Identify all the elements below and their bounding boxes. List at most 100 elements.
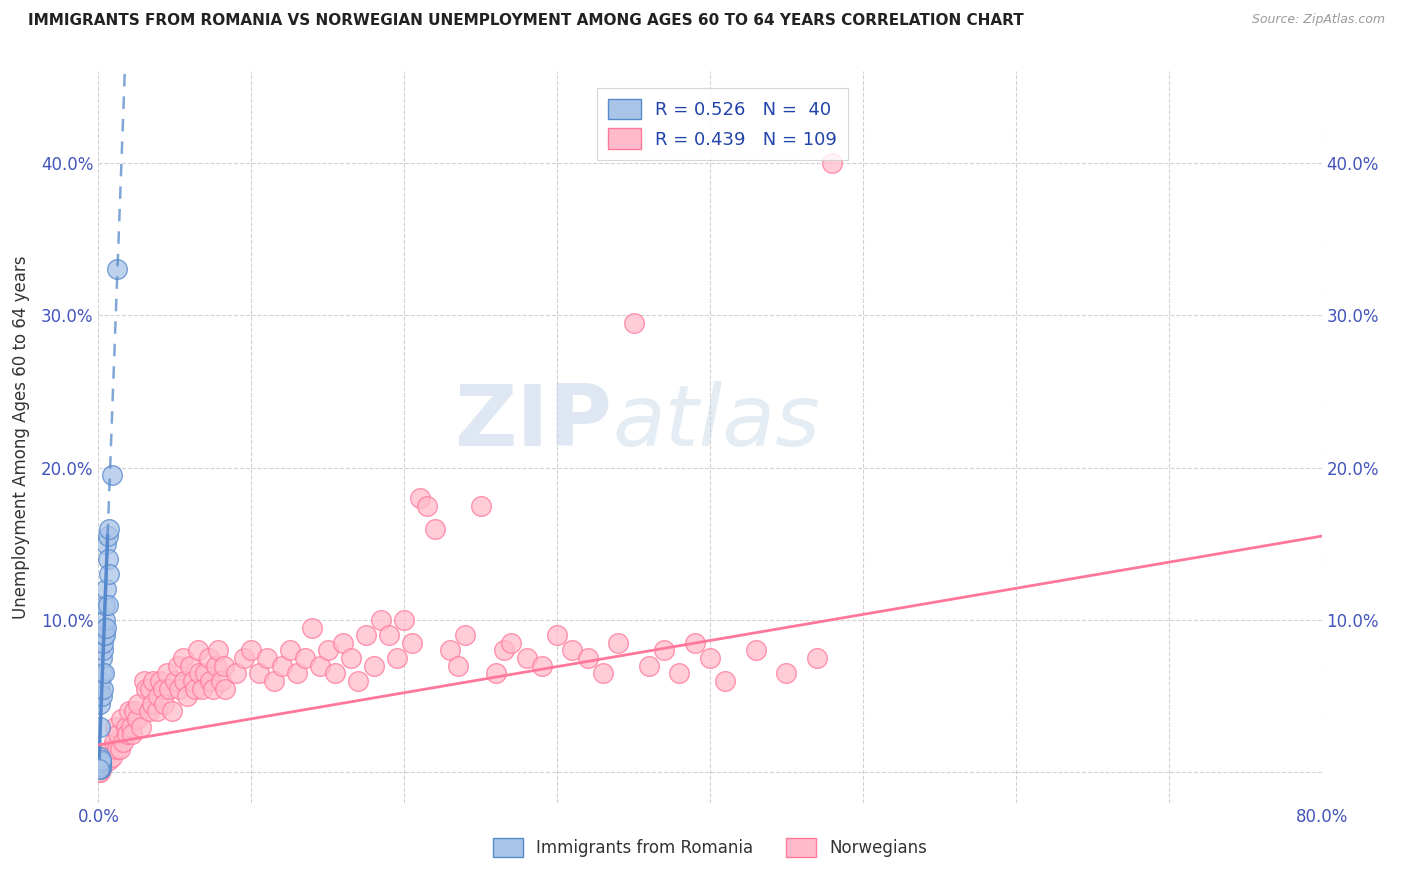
Point xyxy=(294,651,316,665)
Point xyxy=(97,598,120,612)
Point xyxy=(385,651,408,665)
Legend: Immigrants from Romania, Norwegians: Immigrants from Romania, Norwegians xyxy=(486,831,934,864)
Point xyxy=(363,658,385,673)
Text: ZIP: ZIP xyxy=(454,381,612,464)
Point xyxy=(135,681,157,696)
Point xyxy=(115,720,138,734)
Point xyxy=(592,666,614,681)
Point xyxy=(142,673,165,688)
Point xyxy=(181,673,204,688)
Point xyxy=(214,681,236,696)
Point xyxy=(89,765,111,780)
Point xyxy=(129,720,152,734)
Point xyxy=(188,666,211,681)
Point xyxy=(104,720,127,734)
Point xyxy=(145,705,167,719)
Point xyxy=(173,673,195,688)
Point xyxy=(163,673,186,688)
Point xyxy=(454,628,477,642)
Point xyxy=(91,643,114,657)
Point xyxy=(209,673,232,688)
Point xyxy=(212,658,235,673)
Point xyxy=(122,705,145,719)
Point xyxy=(89,673,111,688)
Point xyxy=(91,636,114,650)
Point xyxy=(89,697,111,711)
Point xyxy=(93,621,115,635)
Point xyxy=(90,755,112,769)
Point xyxy=(207,643,229,657)
Point xyxy=(118,705,141,719)
Point xyxy=(339,651,361,665)
Point xyxy=(107,727,129,741)
Point xyxy=(160,705,183,719)
Point xyxy=(485,666,508,681)
Point xyxy=(91,689,114,703)
Text: IMMIGRANTS FROM ROMANIA VS NORWEGIAN UNEMPLOYMENT AMONG AGES 60 TO 64 YEARS CORR: IMMIGRANTS FROM ROMANIA VS NORWEGIAN UNE… xyxy=(28,13,1024,29)
Point xyxy=(392,613,416,627)
Point xyxy=(607,636,630,650)
Point xyxy=(197,651,219,665)
Point xyxy=(90,761,112,775)
Point xyxy=(110,712,132,726)
Point xyxy=(775,666,797,681)
Point xyxy=(172,651,194,665)
Point xyxy=(169,681,191,696)
Point xyxy=(94,537,117,551)
Point xyxy=(89,762,111,776)
Point xyxy=(89,761,111,775)
Point xyxy=(309,658,332,673)
Point xyxy=(91,681,114,696)
Point xyxy=(90,753,112,767)
Point xyxy=(501,636,523,650)
Point xyxy=(127,697,149,711)
Point xyxy=(270,658,292,673)
Point xyxy=(530,658,553,673)
Point xyxy=(187,643,209,657)
Point xyxy=(93,613,115,627)
Point xyxy=(94,750,117,764)
Point xyxy=(198,673,221,688)
Point xyxy=(89,757,111,772)
Point xyxy=(194,666,217,681)
Point xyxy=(447,658,470,673)
Point xyxy=(138,705,160,719)
Point xyxy=(146,689,169,703)
Point xyxy=(90,757,112,772)
Point xyxy=(347,673,370,688)
Point xyxy=(100,742,122,756)
Point xyxy=(89,759,111,773)
Point xyxy=(232,651,254,665)
Point xyxy=(93,628,115,642)
Point xyxy=(93,628,115,642)
Y-axis label: Unemployment Among Ages 60 to 64 years: Unemployment Among Ages 60 to 64 years xyxy=(11,255,30,619)
Point xyxy=(91,757,114,772)
Point xyxy=(546,628,568,642)
Point xyxy=(89,720,111,734)
Point xyxy=(101,468,124,483)
Point xyxy=(301,621,323,635)
Point xyxy=(202,681,225,696)
Point xyxy=(316,643,339,657)
Point xyxy=(285,666,308,681)
Point xyxy=(117,727,139,741)
Point xyxy=(103,735,125,749)
Point xyxy=(97,552,120,566)
Point xyxy=(439,643,461,657)
Point xyxy=(416,499,439,513)
Point xyxy=(90,755,112,769)
Point xyxy=(561,643,583,657)
Point xyxy=(179,658,201,673)
Point xyxy=(191,681,214,696)
Point xyxy=(134,673,156,688)
Point xyxy=(470,499,492,513)
Point xyxy=(652,643,675,657)
Point xyxy=(167,658,190,673)
Point xyxy=(98,521,121,535)
Point xyxy=(89,750,111,764)
Point xyxy=(139,681,162,696)
Point xyxy=(98,753,121,767)
Point xyxy=(94,621,117,635)
Point xyxy=(516,651,538,665)
Point xyxy=(637,658,661,673)
